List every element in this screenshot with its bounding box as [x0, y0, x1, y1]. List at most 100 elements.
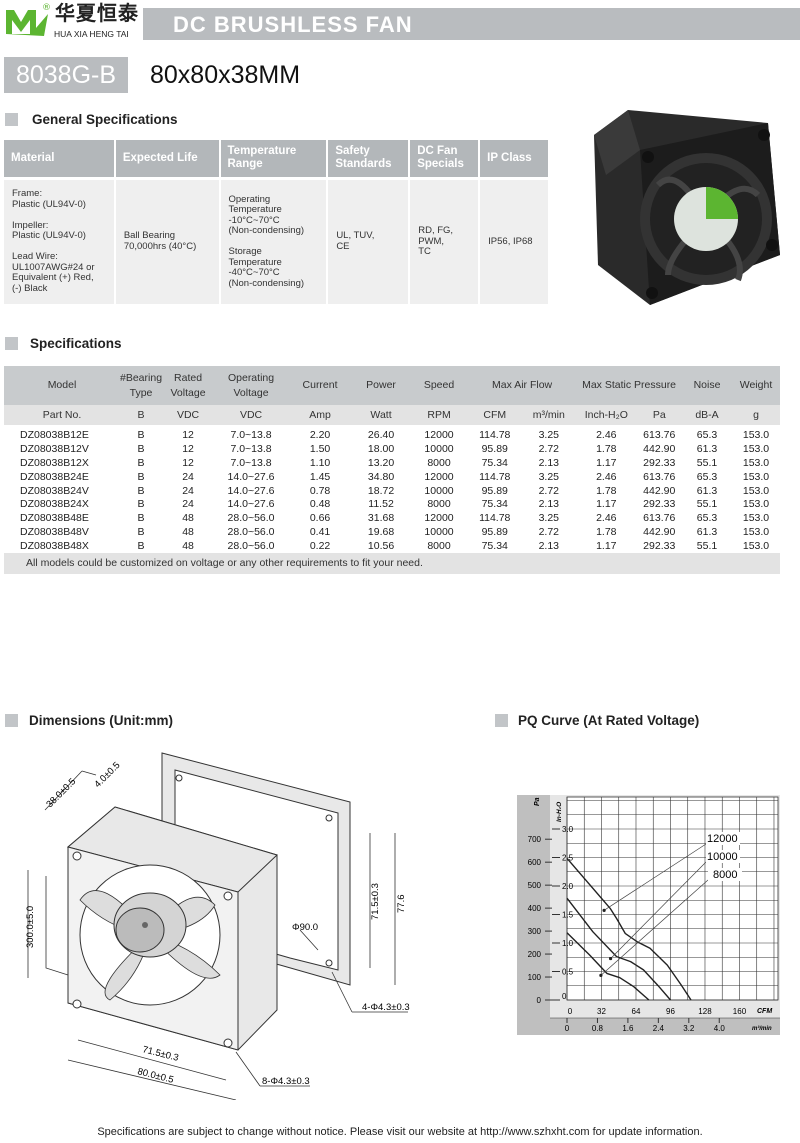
- table-row: DZ08038B48X B 48 28.0~56.0 0.22 10.56 8000 75.3…: [4, 539, 780, 553]
- pq-curve-heading: PQ Curve (At Rated Voltage): [518, 713, 700, 728]
- col-header: Operating Voltage: [214, 366, 289, 405]
- y-tick-label: 600: [528, 858, 542, 867]
- cell: 1.17: [596, 456, 617, 469]
- cell: 153.0: [742, 429, 770, 442]
- height-label: 77.6: [396, 895, 407, 914]
- cell: 14.0~27.6: [227, 498, 275, 511]
- part-number: DZ08038B12V: [20, 443, 89, 456]
- col-header: Max Air Flow: [468, 366, 577, 405]
- col-header: #Bearing Type: [120, 366, 163, 405]
- series-pointer: [603, 843, 707, 911]
- x-tick-label: 64: [632, 1007, 641, 1016]
- cell: 24: [182, 484, 194, 497]
- col-header: Rated Voltage: [162, 366, 215, 405]
- cell: 75.34: [481, 539, 508, 552]
- cell: 34.80: [367, 470, 395, 483]
- material-cell: Frame: Plastic (UL94V-0) Impeller: Plast…: [4, 178, 116, 304]
- dimension-drawing: 38.0±0.5 4.0±0.5 300.0±5.0 Φ90.0 71.5±0.…: [25, 752, 410, 1100]
- cell: 12000: [424, 512, 454, 525]
- cell: 442.90: [643, 443, 676, 456]
- cell: 65.3: [696, 470, 718, 483]
- cell: 2.13: [538, 498, 559, 511]
- cell: 55.1: [696, 539, 718, 552]
- cell: 114.78: [479, 470, 511, 483]
- x-tick-label: 0: [568, 1007, 573, 1016]
- cell: B: [137, 443, 145, 456]
- cell: B: [137, 429, 145, 442]
- cell: 1.17: [596, 539, 617, 552]
- x-tick-label: 96: [666, 1007, 675, 1016]
- y2-tick-label: 1.5: [562, 911, 574, 920]
- cell: 292.33: [643, 539, 676, 552]
- cell: 7.0~13.8: [230, 443, 272, 456]
- series-line-12000: [566, 857, 692, 1001]
- cell: 10000: [424, 443, 454, 456]
- flange-label: 4.0±0.5: [92, 760, 122, 790]
- cell: 153.0: [742, 498, 770, 511]
- cell: 7.0~13.8: [230, 456, 272, 469]
- cell: 2.46: [596, 512, 617, 525]
- cell: 12: [182, 456, 194, 469]
- series-label-box: [706, 850, 740, 863]
- cell: 2.46: [596, 429, 617, 442]
- cell: 28.0~56.0: [227, 525, 275, 538]
- cell: 114.78: [479, 429, 511, 442]
- x-axis-label: CFM: [757, 1008, 772, 1015]
- col-header: Expected Life: [114, 140, 221, 180]
- part-number: DZ08038B24V: [20, 484, 89, 497]
- cell: 65.3: [696, 512, 718, 525]
- cell: 2.46: [596, 470, 617, 483]
- pointer-arrowhead: [602, 908, 606, 912]
- cell: 114.78: [479, 512, 511, 525]
- x2-axis-label: m³/min: [752, 1025, 772, 1032]
- cell: 61.3: [696, 443, 718, 456]
- y2-tick-label: 0: [562, 992, 567, 1001]
- ip-cell: IP56, IP68: [479, 178, 550, 304]
- cell: 75.34: [481, 456, 508, 469]
- cell: 613.76: [643, 470, 676, 483]
- page-title: DC BRUSHLESS FAN: [143, 8, 800, 40]
- cell: 55.1: [696, 456, 718, 469]
- col-header: Material: [4, 140, 116, 180]
- y2-tick-label: 2.0: [562, 882, 574, 891]
- y-tick-label: 200: [528, 950, 542, 959]
- cell: B: [137, 498, 145, 511]
- axis-panel: [550, 795, 780, 1018]
- unit-header: RPM: [410, 405, 469, 425]
- section-marker: [5, 113, 18, 126]
- part-number: DZ08038B48X: [20, 539, 89, 552]
- cell: 153.0: [742, 512, 770, 525]
- unit-header: B: [120, 405, 163, 425]
- col-header: Power: [352, 366, 411, 405]
- col-header: Safety Standards: [327, 140, 411, 180]
- y-tick-label: 100: [528, 973, 542, 982]
- general-specs-table: Material Expected Life Temperature Range…: [4, 140, 550, 304]
- unit-header: VDC: [214, 405, 289, 425]
- col-header: Weight: [732, 366, 780, 405]
- cell: 3.25: [538, 470, 559, 483]
- col-header: DC Fan Specials: [409, 140, 481, 180]
- cell: 24: [182, 470, 194, 483]
- series-line-8000: [566, 932, 650, 1001]
- cell: 48: [182, 539, 194, 552]
- y-tick-label: 700: [528, 835, 542, 844]
- cell: 3.25: [538, 512, 559, 525]
- y-tick-label: 0: [537, 996, 542, 1005]
- safety-cell: UL, TUV, CE: [327, 178, 411, 304]
- cell: 61.3: [696, 484, 718, 497]
- cell: 2.72: [538, 525, 559, 538]
- brand-cn-name: 华夏恒泰: [55, 1, 139, 25]
- x2-tick-label: 0: [565, 1024, 570, 1033]
- lead-length-label: 300.0±5.0: [25, 906, 36, 948]
- cell: 1.45: [309, 470, 331, 483]
- cell: 19.68: [367, 525, 395, 538]
- cell: 613.76: [643, 512, 676, 525]
- cell: 75.34: [481, 498, 508, 511]
- part-number: DZ08038B24X: [20, 498, 89, 511]
- width-label: 80.0±0.5: [136, 1066, 174, 1086]
- cell: 18.72: [367, 484, 395, 497]
- unit-header: Amp: [288, 405, 353, 425]
- y-axis-label: Pa: [534, 797, 541, 806]
- series-pointer: [600, 879, 709, 976]
- cell: 153.0: [742, 443, 770, 456]
